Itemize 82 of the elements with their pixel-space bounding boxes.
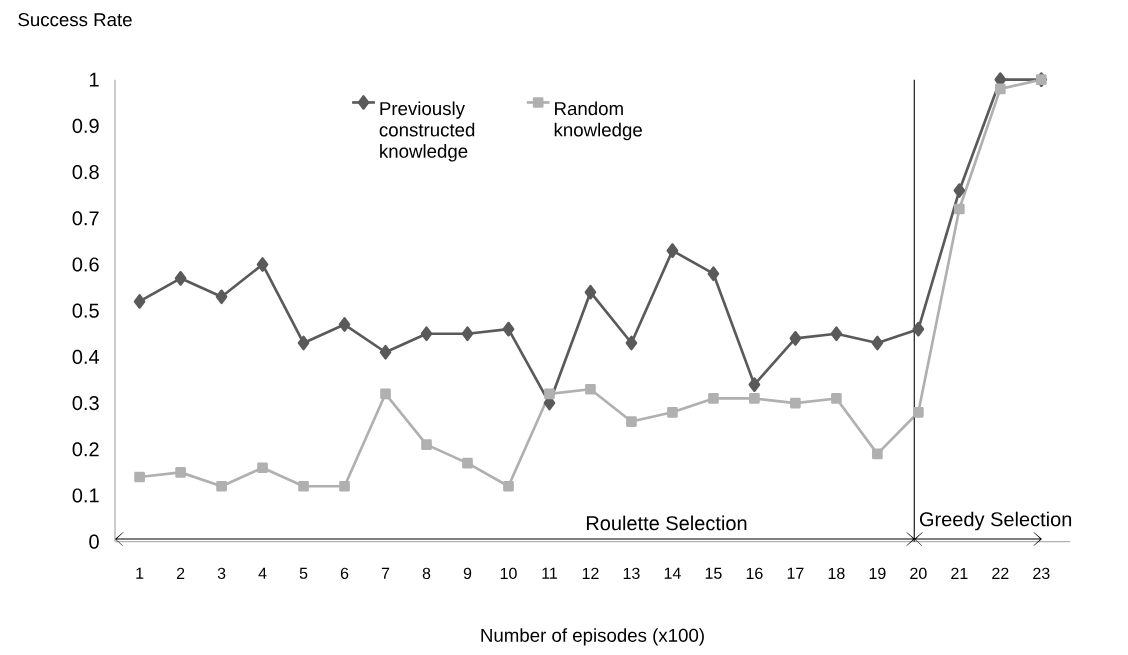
annotation: Roulette Selection [586,515,747,531]
x-axis-title: Number of episodes (x100) [481,628,704,646]
y-tick-label: 0.1 [72,488,99,503]
point [298,481,309,492]
point [707,266,720,282]
x-tick-label: 14 [664,567,681,579]
point [462,457,473,469]
point [420,326,433,342]
point [379,345,392,360]
x-tick-label: 12 [582,567,599,580]
y-tick-label: 0.4 [72,349,100,365]
point [953,183,966,199]
point [297,335,310,351]
y-tick-label: 0.2 [72,442,99,457]
point [133,294,146,309]
point [257,462,268,474]
x-tick-label: 11 [542,567,557,579]
y-tick-label: 0.3 [72,396,99,411]
x-tick-label: 16 [746,567,763,580]
x-tick-label: 4 [258,567,267,579]
x-tick-label: 6 [340,567,349,580]
x-tick-label: 5 [299,567,308,580]
x-tick-label: 10 [500,567,517,580]
y-tick-label: 0.9 [72,118,99,134]
x-tick-label: 1 [136,567,144,579]
y-tick-label: 0.6 [72,257,99,272]
point [667,407,678,418]
point [544,388,555,400]
x-tick-label: 3 [217,567,226,580]
point [338,317,351,333]
point [421,439,432,451]
y-tick-label: 0.5 [72,303,99,318]
y-axis-title: Success Rate [18,13,132,27]
point [585,384,596,395]
x-tick-label: 7 [381,567,390,579]
x-tick-label: 19 [869,567,886,580]
point [584,285,597,300]
x-tick-label: 9 [463,567,472,580]
annotation: Greedy Selection [919,511,1072,531]
point [994,83,1006,95]
point [831,393,842,404]
y-tick-label: 1 [90,72,99,87]
point [666,243,679,259]
point [134,471,145,483]
point [215,289,228,305]
point [913,407,924,418]
x-tick-label: 13 [623,567,640,580]
point [872,448,883,460]
x-tick-label: 22 [992,567,1009,580]
point [749,393,760,404]
legend-label: Random knowledge [554,101,642,141]
point [708,393,719,404]
x-tick-label: 15 [705,567,722,580]
point [502,321,515,337]
x-tick-label: 21 [951,567,968,580]
legend-label: Previously constructed knowledge [379,101,475,162]
point [256,257,269,272]
x-tick-label: 8 [422,567,431,580]
x-tick-label: 17 [787,567,804,579]
y-tick-label: 0 [89,534,99,549]
x-tick-label: 2 [176,567,185,580]
x-tick-label: 20 [910,567,927,580]
point [339,481,350,492]
point [748,377,761,393]
point [380,388,391,400]
point [503,481,514,492]
point [789,331,802,346]
point [790,397,801,409]
point [871,335,884,351]
point [174,271,187,286]
x-tick-label: 23 [1033,567,1050,580]
y-tick-label: 0.7 [72,211,99,226]
point [461,326,474,342]
point [625,335,638,351]
point [912,321,925,337]
point [954,203,965,215]
x-tick-label: 18 [828,567,845,580]
point [175,467,186,478]
point [830,326,843,342]
point [626,416,637,428]
point [216,481,227,492]
y-tick-label: 0.8 [72,165,99,180]
